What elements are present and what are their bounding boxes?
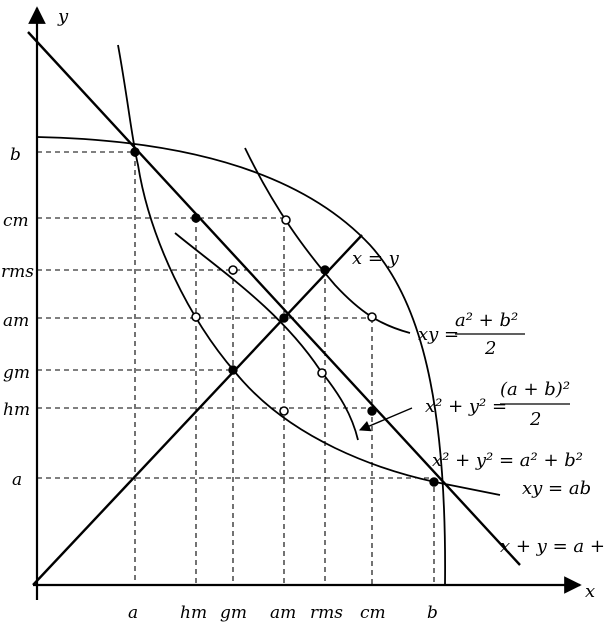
label-xy-mid-lhs: xy =: [418, 324, 459, 345]
y-tick-labels: b cm rms am gm hm a: [1, 145, 34, 490]
point-am-hm-open: [279, 406, 289, 416]
circle-large-curve: [36, 136, 446, 586]
label-sum-line: x + y = a + b: [500, 536, 607, 557]
dashed-guides: [37, 151, 435, 585]
hyperbola-xy-ab-curve: [117, 44, 501, 496]
axes: x y: [28, 6, 595, 602]
points: [130, 147, 439, 487]
label-xy-ab: xy = ab: [522, 478, 591, 499]
label-circle-mid-den: 2: [529, 409, 541, 430]
x-axis-label: x: [585, 581, 595, 602]
curves: [36, 44, 501, 586]
x-tick-hm: hm: [180, 603, 207, 623]
point-hm-cm: [191, 213, 201, 223]
point-cm-am-open: [367, 312, 377, 322]
x-tick-a: a: [128, 603, 138, 623]
curve-labels: x = y xy = a² + b² 2 x² + y² = (a + b)² …: [352, 248, 607, 557]
x-tick-gm: gm: [220, 603, 247, 623]
point-b-a: [429, 477, 439, 487]
point-am-cm-open: [281, 215, 291, 225]
point-rms-rms: [320, 265, 330, 275]
label-xy-mid-den: 2: [484, 338, 496, 359]
hyperbola-xy-mid-curve: [244, 147, 411, 334]
label-circle-mid-num: (a + b)²: [500, 379, 570, 400]
label-xy-mid-num: a² + b²: [455, 310, 518, 331]
point-a-b: [130, 147, 140, 157]
point-am-am: [279, 313, 289, 323]
point-rms-gm-open: [317, 368, 327, 378]
y-tick-rms: rms: [1, 262, 34, 282]
y-axis-label: y: [57, 6, 69, 27]
y-tick-hm: hm: [3, 400, 30, 420]
y-tick-am: am: [3, 311, 29, 331]
circle-mid-curve: [174, 232, 359, 441]
x-tick-rms: rms: [310, 603, 343, 623]
point-cm-hm: [367, 406, 377, 416]
circle-mid-pointer-arrow: [358, 407, 413, 432]
x-tick-am: am: [270, 603, 296, 623]
y-tick-a: a: [12, 470, 22, 490]
lines: [27, 31, 521, 586]
label-x-eq-y: x = y: [352, 248, 400, 269]
x-tick-labels: a hm gm am rms cm b: [128, 603, 438, 623]
point-hm-am-open: [191, 312, 201, 322]
line-x-eq-y: [32, 234, 363, 586]
x-tick-cm: cm: [360, 603, 386, 623]
point-gm-gm: [228, 365, 238, 375]
y-tick-cm: cm: [3, 211, 29, 231]
label-circle-big: x² + y² = a² + b²: [432, 450, 583, 471]
x-tick-b: b: [427, 603, 438, 623]
y-tick-gm: gm: [3, 363, 30, 383]
line-x-plus-y: [27, 31, 521, 566]
label-circle-mid-lhs: x² + y² =: [425, 396, 507, 417]
point-gm-rms-open: [228, 265, 238, 275]
y-tick-b: b: [10, 145, 21, 165]
